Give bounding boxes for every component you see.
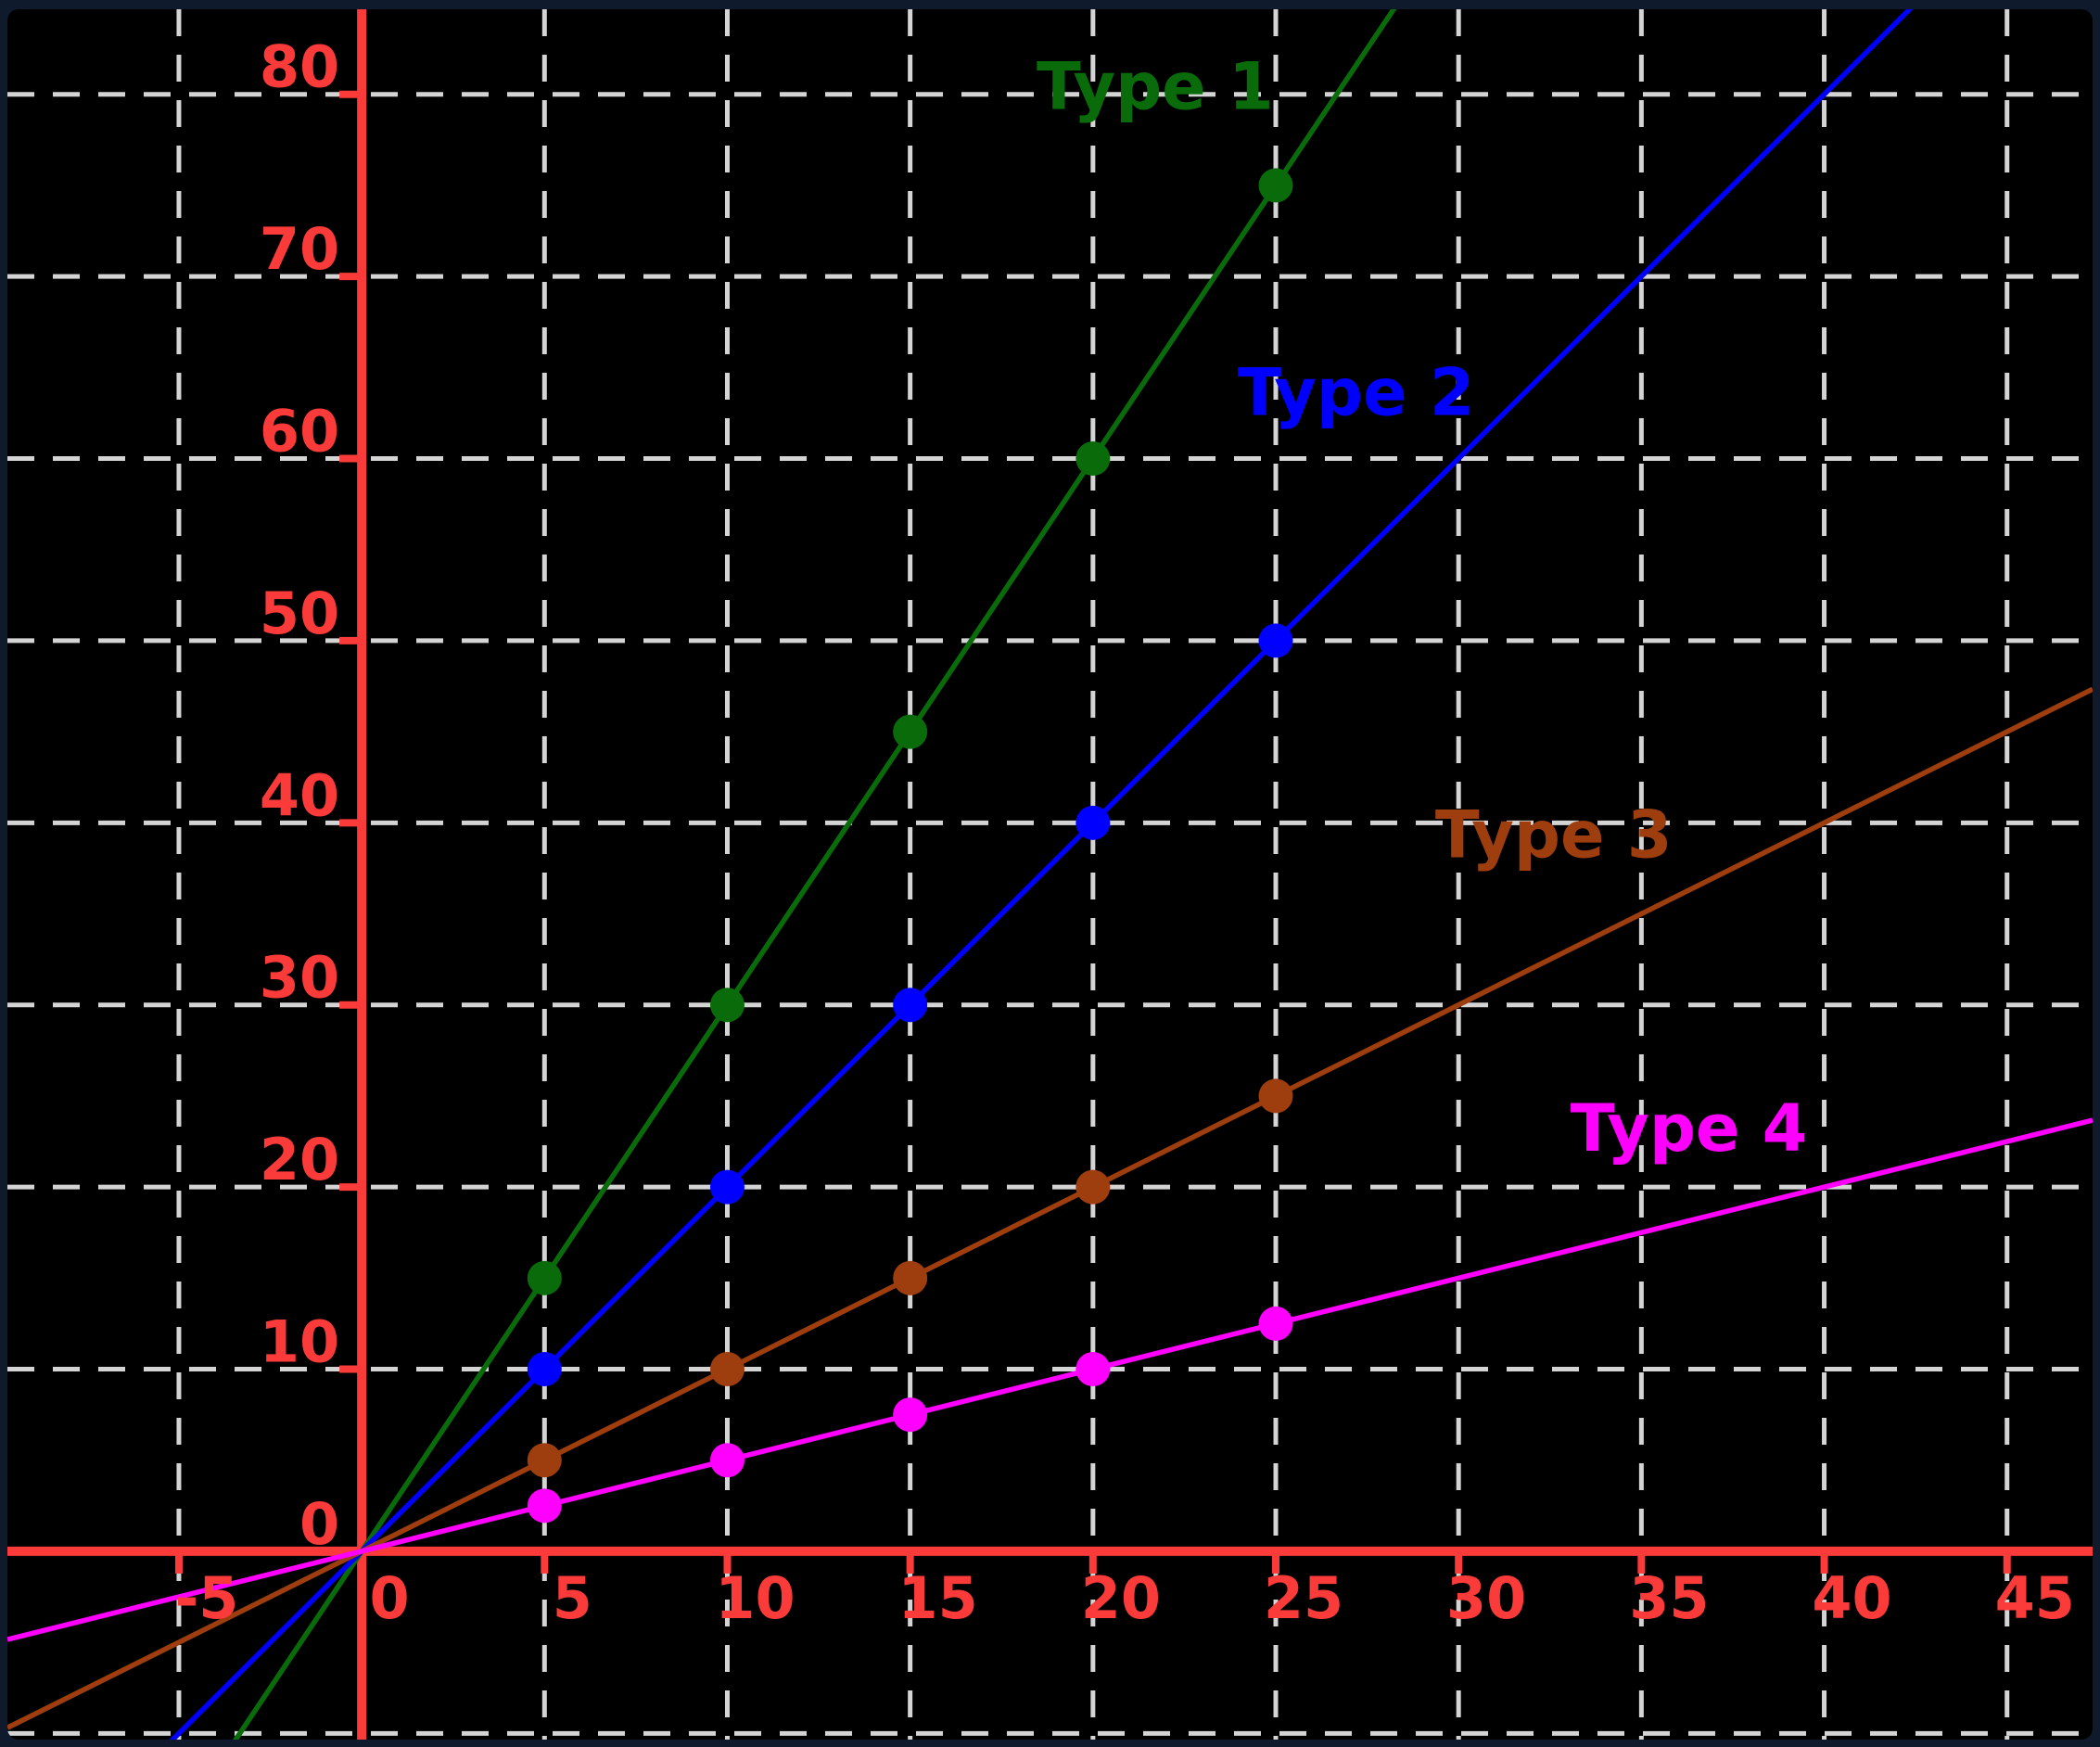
y-tick-label-70: 70 — [260, 215, 339, 283]
x-tick-label-15: 15 — [898, 1564, 978, 1632]
series-label-type-3: Type 3 — [1435, 797, 1673, 874]
x-tick-label-30: 30 — [1446, 1564, 1526, 1632]
series-line-type-2 — [7, 9, 2093, 1740]
point-type-1-2 — [893, 714, 928, 749]
y-tick-label-60: 60 — [260, 398, 339, 465]
point-type-2-4 — [1258, 623, 1293, 658]
y-tick-label-20: 20 — [260, 1126, 339, 1193]
point-type-2-1 — [709, 1169, 745, 1205]
x-tick-label-25: 25 — [1264, 1564, 1343, 1632]
point-type-2-2 — [893, 988, 928, 1023]
y-tick-label-0: 0 — [299, 1490, 339, 1558]
point-type-3-4 — [1258, 1078, 1293, 1114]
x-tick-label--5: -5 — [175, 1564, 239, 1632]
series-label-type-2: Type 2 — [1238, 354, 1475, 430]
plot-area — [7, 9, 2093, 1740]
point-type-4-3 — [1075, 1352, 1111, 1387]
point-type-3-0 — [527, 1443, 562, 1478]
y-tick-label-40: 40 — [260, 761, 339, 829]
y-tick-label-50: 50 — [260, 580, 339, 647]
y-tick-label-30: 30 — [260, 944, 339, 1012]
point-type-4-2 — [893, 1397, 928, 1433]
x-tick-label-0: 0 — [370, 1564, 410, 1632]
point-type-3-2 — [893, 1260, 928, 1295]
point-type-1-4 — [1258, 168, 1293, 203]
point-type-1-3 — [1075, 441, 1111, 477]
x-tick-label-20: 20 — [1081, 1564, 1161, 1632]
point-type-4-0 — [527, 1488, 562, 1524]
point-type-2-0 — [527, 1352, 562, 1387]
y-tick-label-80: 80 — [260, 33, 339, 101]
point-type-3-1 — [709, 1352, 745, 1387]
x-tick-label-5: 5 — [553, 1564, 592, 1632]
point-type-4-4 — [1258, 1306, 1293, 1341]
series-line-type-4 — [7, 1117, 2093, 1642]
point-type-4-1 — [709, 1443, 745, 1478]
x-tick-label-40: 40 — [1812, 1564, 1891, 1632]
point-type-3-3 — [1075, 1169, 1111, 1205]
x-tick-label-10: 10 — [715, 1564, 795, 1632]
series-label-type-1: Type 1 — [1037, 48, 1274, 124]
x-tick-label-35: 35 — [1629, 1564, 1709, 1632]
series-label-type-4: Type 4 — [1571, 1090, 1808, 1167]
point-type-2-3 — [1075, 805, 1111, 840]
y-tick-label-10: 10 — [260, 1308, 339, 1376]
point-type-1-1 — [709, 988, 745, 1023]
series-lines — [7, 9, 2093, 1740]
x-tick-label-45: 45 — [1995, 1564, 2075, 1632]
point-type-1-0 — [527, 1260, 562, 1295]
